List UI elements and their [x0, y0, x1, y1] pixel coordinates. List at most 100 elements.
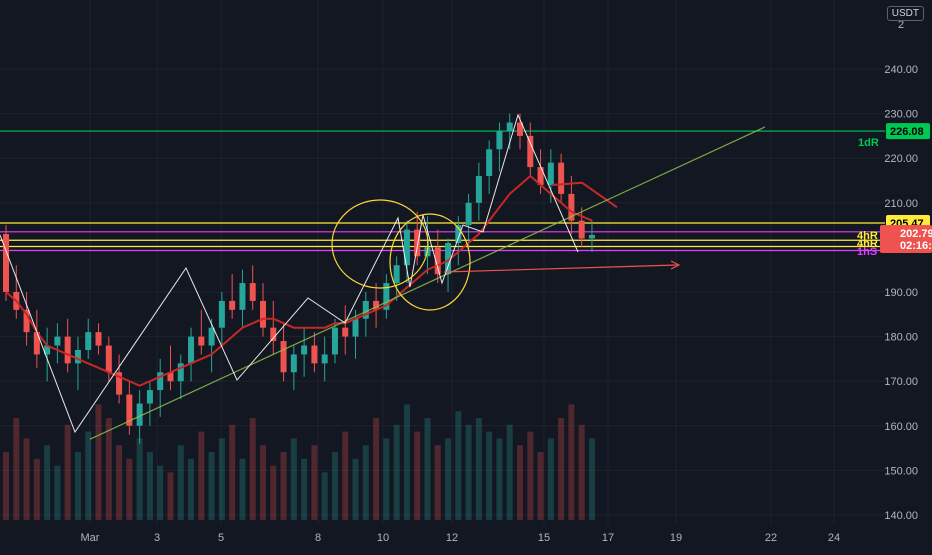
volume-bar — [208, 452, 215, 520]
volume-bar — [352, 458, 359, 520]
price-tick-label: 230.00 — [884, 109, 918, 121]
price-tag-top-level: 226.08 — [890, 126, 924, 138]
time-tick-label: 19 — [670, 532, 682, 544]
volume-bar — [517, 445, 523, 520]
volume-bar — [362, 445, 369, 520]
volume-bar — [33, 458, 40, 520]
price-tag-top-level-bg — [886, 123, 930, 140]
countdown-label: 02:16:10 — [900, 240, 932, 252]
volume-bar — [177, 445, 184, 520]
time-axis[interactable]: Mar 3 5 8 10 12 15 17 19 22 24 — [81, 532, 841, 544]
candle-body — [414, 229, 421, 257]
volume-bar — [321, 472, 328, 520]
candle-body — [188, 336, 195, 364]
volume-bar — [146, 452, 153, 520]
candle-body — [136, 403, 143, 426]
volume-bar — [270, 465, 277, 520]
volume-bar — [280, 452, 287, 520]
label-1hS: 1hS — [857, 246, 877, 258]
volume-bar — [167, 472, 174, 520]
volume-bar — [54, 465, 61, 520]
drawings[interactable] — [0, 113, 766, 440]
candle-body — [537, 167, 544, 185]
volume-bar — [393, 424, 400, 520]
candle-body — [527, 135, 534, 168]
candle-body — [445, 242, 452, 275]
volume-bar — [239, 458, 246, 520]
volume-bar — [105, 418, 112, 520]
volume-bar — [547, 438, 554, 520]
price-tick-label: 220.00 — [884, 153, 918, 165]
price-tick-label: 190.00 — [884, 287, 918, 299]
current-price-box — [880, 224, 932, 253]
volume-bar — [301, 458, 308, 520]
candle-body — [321, 354, 328, 364]
candle-body — [44, 345, 51, 355]
candle-body — [393, 265, 400, 284]
ascending-trendline[interactable] — [89, 126, 766, 440]
volume-bar — [445, 438, 452, 520]
volume-bar — [568, 404, 575, 520]
label-1dR: 1dR — [858, 137, 879, 149]
volume-bar — [434, 445, 441, 520]
price-tick-label: 170.00 — [884, 376, 918, 388]
volume-bar — [403, 404, 410, 520]
candle-body — [465, 202, 472, 226]
candle-body — [167, 372, 174, 382]
pattern-circle-left[interactable] — [331, 199, 429, 289]
volume-bar — [157, 465, 164, 520]
currency-selector[interactable]: USDT — [886, 6, 924, 21]
candle-body — [455, 225, 462, 243]
candle-body — [23, 309, 30, 333]
volume-bar — [188, 458, 195, 520]
volume-bar — [383, 438, 390, 520]
pattern-circle-right[interactable] — [389, 213, 471, 311]
candle-body — [342, 327, 349, 337]
volume-bar — [95, 404, 102, 520]
volume-bar — [455, 411, 462, 520]
moving-average-line — [5, 174, 593, 387]
time-tick-label: 22 — [765, 532, 777, 544]
volume-bar — [3, 452, 9, 520]
candle-body — [270, 327, 277, 342]
candle-body — [486, 149, 493, 177]
candle-body — [588, 234, 595, 239]
volume-bar — [578, 424, 585, 520]
candle-body — [301, 345, 308, 355]
candle-body — [198, 336, 205, 346]
volume-bar — [126, 458, 133, 520]
volume-bar — [537, 452, 544, 520]
candle-body — [290, 354, 297, 373]
volume-bar — [116, 445, 123, 520]
candle-body — [311, 345, 318, 364]
price-tick-label: 140.00 — [884, 510, 918, 522]
target-arrow-head[interactable] — [670, 260, 681, 270]
candle-body — [229, 300, 236, 310]
candle-body — [383, 283, 390, 310]
candle-body — [249, 283, 256, 301]
time-tick-label: 3 — [154, 532, 160, 544]
volume-bar — [13, 418, 20, 520]
candle-body — [362, 300, 369, 319]
pattern-zigzag[interactable] — [0, 113, 579, 434]
time-tick-label: 15 — [538, 532, 550, 544]
volume-bar — [373, 418, 380, 520]
volume-bar — [136, 438, 143, 520]
volume-bar — [198, 431, 205, 520]
candle-body — [54, 336, 61, 346]
volume-bar — [249, 418, 256, 520]
candle-body — [568, 193, 575, 221]
candle-body — [218, 300, 225, 328]
candle-body — [33, 332, 40, 355]
price-axis[interactable]: 240.00 230.00 220.00 210.00 190.00 180.00 170.… — [884, 19, 918, 522]
volume-bar — [342, 431, 349, 520]
horizontal-levels[interactable] — [0, 130, 885, 252]
candlesticks — [3, 113, 595, 444]
moving-average-tail — [551, 181, 618, 209]
price-tick-label: 240.00 — [884, 64, 918, 76]
target-arrow-line[interactable] — [443, 264, 678, 273]
candle-body — [403, 229, 410, 266]
